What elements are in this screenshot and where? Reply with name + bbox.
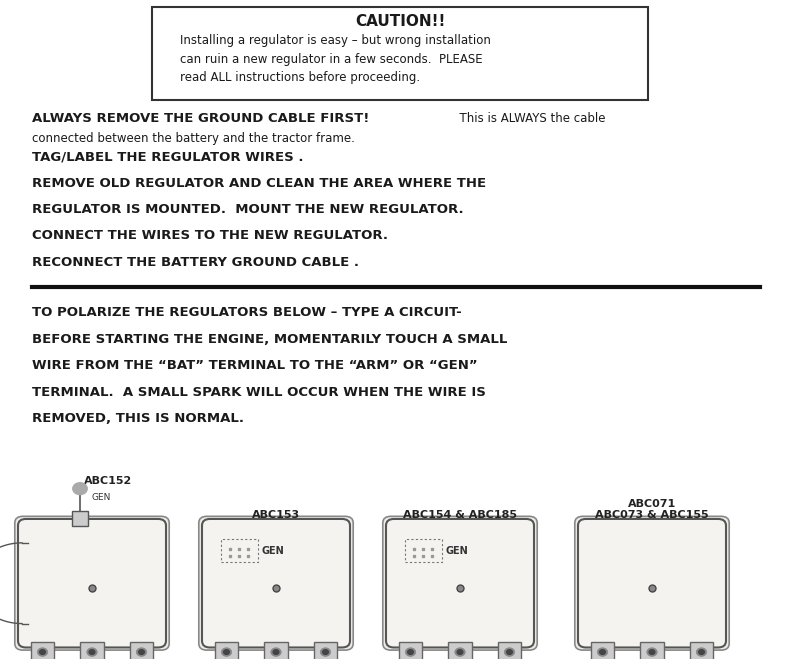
Circle shape: [136, 648, 146, 656]
Circle shape: [698, 650, 704, 654]
Text: TO POLARIZE THE REGULATORS BELOW – TYPE A CIRCUIT-: TO POLARIZE THE REGULATORS BELOW – TYPE …: [32, 306, 462, 320]
Bar: [264, 642, 288, 659]
Text: REGULATOR IS MOUNTED.  MOUNT THE NEW REGULATOR.: REGULATOR IS MOUNTED. MOUNT THE NEW REGU…: [32, 203, 464, 216]
Bar: [448, 642, 472, 659]
FancyBboxPatch shape: [202, 519, 350, 647]
Bar: [314, 642, 338, 659]
Text: CONNECT THE WIRES TO THE NEW REGULATOR.: CONNECT THE WIRES TO THE NEW REGULATOR.: [32, 229, 388, 243]
Text: ABC154 & ABC185: ABC154 & ABC185: [403, 510, 517, 521]
Circle shape: [504, 648, 514, 656]
Text: CAUTION!!: CAUTION!!: [355, 14, 445, 30]
FancyBboxPatch shape: [198, 517, 353, 650]
Circle shape: [73, 482, 87, 494]
Circle shape: [222, 648, 232, 656]
Circle shape: [86, 648, 98, 656]
Text: WIRE FROM THE “BAT” TERMINAL TO THE “ARM” OR “GEN”: WIRE FROM THE “BAT” TERMINAL TO THE “ARM…: [32, 359, 478, 372]
Text: RECONNECT THE BATTERY GROUND CABLE .: RECONNECT THE BATTERY GROUND CABLE .: [32, 256, 359, 269]
Bar: [80, 642, 104, 659]
Text: ABC153: ABC153: [252, 510, 300, 521]
Circle shape: [454, 648, 466, 656]
Bar: [690, 642, 714, 659]
Text: GEN: GEN: [92, 494, 111, 502]
Circle shape: [273, 650, 279, 654]
FancyBboxPatch shape: [382, 517, 538, 650]
Circle shape: [38, 648, 48, 656]
Circle shape: [270, 648, 282, 656]
Text: REMOVED, THIS IS NORMAL.: REMOVED, THIS IS NORMAL.: [32, 412, 244, 425]
Text: REMOVE OLD REGULATOR AND CLEAN THE AREA WHERE THE: REMOVE OLD REGULATOR AND CLEAN THE AREA …: [32, 177, 486, 190]
Circle shape: [598, 648, 608, 656]
Bar: [498, 642, 522, 659]
Circle shape: [696, 648, 706, 656]
Text: GEN: GEN: [446, 546, 468, 556]
Circle shape: [649, 650, 655, 654]
Text: TERMINAL.  A SMALL SPARK WILL OCCUR WHEN THE WIRE IS: TERMINAL. A SMALL SPARK WILL OCCUR WHEN …: [32, 386, 486, 399]
Bar: [72, 511, 88, 526]
Text: connected between the battery and the tractor frame.: connected between the battery and the tr…: [32, 132, 355, 145]
Bar: [398, 642, 422, 659]
Circle shape: [457, 650, 463, 654]
Circle shape: [40, 650, 46, 654]
Bar: [590, 642, 614, 659]
Bar: [152, 7, 648, 100]
Text: BEFORE STARTING THE ENGINE, MOMENTARILY TOUCH A SMALL: BEFORE STARTING THE ENGINE, MOMENTARILY …: [32, 333, 507, 346]
Circle shape: [138, 650, 144, 654]
FancyBboxPatch shape: [18, 519, 166, 647]
Circle shape: [320, 648, 330, 656]
Circle shape: [89, 650, 95, 654]
Text: ABC152: ABC152: [84, 476, 132, 486]
Bar: [214, 642, 238, 659]
Text: GEN: GEN: [262, 546, 284, 556]
FancyBboxPatch shape: [574, 517, 730, 650]
Circle shape: [406, 648, 416, 656]
Circle shape: [408, 650, 414, 654]
Circle shape: [322, 650, 328, 654]
Circle shape: [646, 648, 658, 656]
FancyBboxPatch shape: [578, 519, 726, 647]
Text: ABC071
ABC073 & ABC155: ABC071 ABC073 & ABC155: [595, 499, 709, 521]
Bar: [130, 642, 154, 659]
FancyBboxPatch shape: [15, 517, 170, 650]
Bar: [640, 642, 664, 659]
Text: Installing a regulator is easy – but wrong installation
can ruin a new regulator: Installing a regulator is easy – but wro…: [180, 34, 491, 84]
Bar: [30, 642, 54, 659]
Circle shape: [600, 650, 606, 654]
Text: This is ALWAYS the cable: This is ALWAYS the cable: [452, 112, 606, 125]
Circle shape: [506, 650, 512, 654]
Text: TAG/LABEL THE REGULATOR WIRES .: TAG/LABEL THE REGULATOR WIRES .: [32, 150, 303, 163]
Circle shape: [224, 650, 230, 654]
Text: ALWAYS REMOVE THE GROUND CABLE FIRST!: ALWAYS REMOVE THE GROUND CABLE FIRST!: [32, 112, 370, 125]
FancyBboxPatch shape: [386, 519, 534, 647]
